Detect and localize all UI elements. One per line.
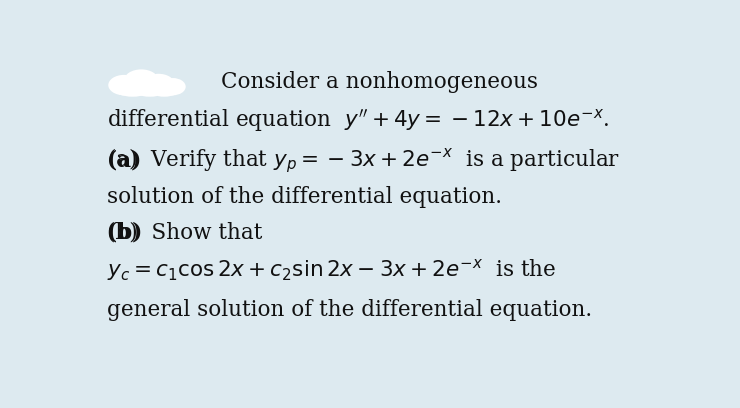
Ellipse shape [131,82,169,97]
Text: (b)  Show that: (b) Show that [107,222,262,244]
Ellipse shape [149,83,180,97]
Text: $y_c = c_1\cos 2x + c_2\sin 2x - 3x + 2e^{-x}$  is the: $y_c = c_1\cos 2x + c_2\sin 2x - 3x + 2e… [107,257,556,283]
Text: (a): (a) [107,149,141,171]
Ellipse shape [160,78,186,95]
Text: solution of the differential equation.: solution of the differential equation. [107,186,502,208]
Text: general solution of the differential equation.: general solution of the differential equ… [107,299,592,321]
Ellipse shape [108,75,140,95]
Text: differential equation  $y'' + 4y = -12x + 10e^{-x}$.: differential equation $y'' + 4y = -12x +… [107,108,609,135]
Ellipse shape [143,74,174,93]
Ellipse shape [124,69,158,91]
Text: (b): (b) [107,222,142,244]
Text: (a)  Verify that $y_p = -3x + 2e^{-x}$  is a particular: (a) Verify that $y_p = -3x + 2e^{-x}$ is… [107,146,620,175]
Text: Consider a nonhomogeneous: Consider a nonhomogeneous [221,71,538,93]
Ellipse shape [114,82,151,97]
